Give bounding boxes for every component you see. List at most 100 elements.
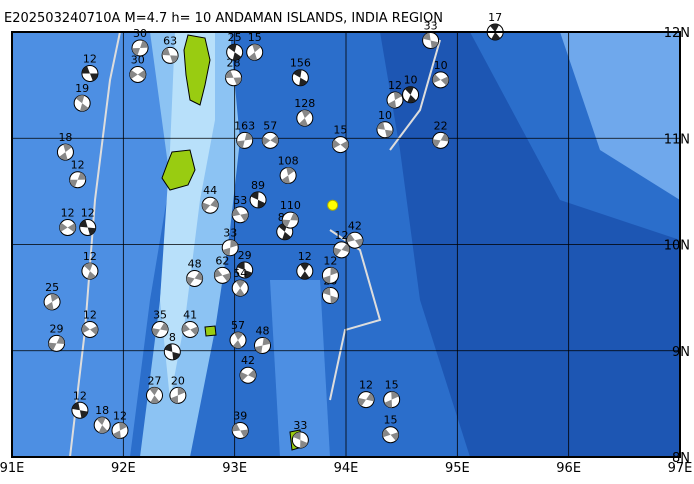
focal-mechanism bbox=[56, 143, 74, 161]
compression-quadrant bbox=[262, 135, 279, 146]
focal-mechanism bbox=[291, 69, 309, 87]
focal-mechanism bbox=[213, 266, 231, 284]
focal-mechanism bbox=[333, 241, 351, 259]
focal-mechanism bbox=[291, 431, 309, 449]
x-tick-label: 96E bbox=[556, 461, 581, 476]
x-tick-label: 95E bbox=[445, 461, 470, 476]
compression-quadrant bbox=[333, 243, 350, 257]
depth-label: 62 bbox=[215, 254, 229, 267]
focal-mechanism bbox=[181, 321, 199, 338]
depth-label: 12 bbox=[388, 79, 402, 92]
depth-label: 33 bbox=[223, 227, 237, 240]
compression-quadrant bbox=[432, 74, 449, 86]
depth-label: 12 bbox=[359, 379, 373, 392]
focal-mechanism bbox=[81, 64, 99, 82]
compression-quadrant bbox=[384, 391, 399, 408]
focal-mechanism bbox=[169, 386, 187, 404]
depth-label: 25 bbox=[45, 281, 59, 294]
compression-quadrant bbox=[235, 280, 245, 297]
compression-quadrant bbox=[186, 272, 203, 285]
compression-quadrant bbox=[382, 428, 399, 441]
focal-mechanism bbox=[239, 366, 257, 384]
depth-label: 12 bbox=[83, 52, 97, 65]
focal-mechanism bbox=[225, 69, 243, 87]
compression-quadrant bbox=[232, 423, 249, 438]
depth-label: 12 bbox=[73, 389, 87, 402]
focal-mechanism bbox=[81, 262, 99, 280]
focal-mechanism bbox=[231, 206, 249, 224]
focal-mechanism bbox=[186, 270, 204, 287]
compression-quadrant bbox=[164, 343, 181, 360]
depth-label: 110 bbox=[280, 199, 301, 212]
focal-mechanism bbox=[48, 334, 66, 352]
compression-quadrant bbox=[322, 267, 338, 284]
focal-mechanism bbox=[59, 219, 77, 236]
compression-quadrant bbox=[132, 40, 149, 56]
depth-label: 156 bbox=[290, 57, 311, 70]
compression-quadrant bbox=[72, 402, 88, 419]
depth-label: 27 bbox=[148, 374, 162, 387]
compression-quadrant bbox=[358, 392, 375, 407]
focal-mechanism bbox=[93, 416, 111, 434]
depth-label: 35 bbox=[153, 309, 167, 322]
focal-mechanism bbox=[346, 231, 364, 249]
compression-quadrant bbox=[322, 287, 339, 304]
focal-mechanism bbox=[296, 109, 314, 127]
compression-quadrant bbox=[96, 417, 108, 434]
compression-quadrant bbox=[202, 199, 219, 212]
focal-mechanism bbox=[221, 239, 239, 257]
depth-label: 163 bbox=[234, 119, 255, 132]
x-tick-label: 93E bbox=[222, 461, 247, 476]
compression-quadrant bbox=[59, 144, 72, 161]
depth-label: 15 bbox=[384, 414, 398, 427]
focal-mechanism bbox=[376, 121, 394, 139]
compression-quadrant bbox=[282, 212, 299, 228]
focal-mechanism bbox=[231, 421, 249, 439]
depth-label: 42 bbox=[348, 219, 362, 232]
focal-mechanism bbox=[81, 321, 99, 338]
compression-quadrant bbox=[45, 293, 59, 310]
compression-quadrant bbox=[214, 269, 231, 282]
focal-mechanism bbox=[254, 336, 271, 354]
focal-mechanism bbox=[236, 261, 254, 279]
x-tick-label: 92E bbox=[111, 461, 136, 476]
depth-label: 39 bbox=[233, 409, 247, 422]
focal-mechanism bbox=[432, 131, 450, 149]
compression-quadrant bbox=[182, 323, 199, 336]
depth-label: 12 bbox=[83, 250, 97, 263]
depth-label: 128 bbox=[294, 97, 315, 110]
focal-mechanism bbox=[146, 386, 164, 404]
focal-mechanism bbox=[296, 262, 314, 280]
depth-label: 20 bbox=[171, 374, 185, 387]
depth-label: 18 bbox=[58, 131, 72, 144]
focal-mechanism bbox=[229, 331, 247, 349]
depth-label: 12 bbox=[113, 409, 127, 422]
focal-mechanism bbox=[236, 131, 254, 149]
focal-mechanism bbox=[382, 426, 400, 444]
compression-quadrant bbox=[248, 44, 261, 61]
depth-label: 44 bbox=[203, 184, 217, 197]
compression-quadrant bbox=[149, 387, 160, 404]
compression-quadrant bbox=[293, 69, 308, 86]
compression-quadrant bbox=[346, 233, 363, 247]
compression-quadrant bbox=[48, 336, 65, 351]
y-tick-label: 11N bbox=[664, 132, 690, 147]
compression-quadrant bbox=[300, 263, 310, 280]
focal-mechanism bbox=[226, 43, 244, 61]
focal-mechanism bbox=[71, 401, 89, 419]
compression-quadrant bbox=[240, 369, 257, 381]
focal-mechanism bbox=[357, 391, 375, 409]
depth-label: 53 bbox=[233, 194, 247, 207]
focal-mechanism bbox=[321, 287, 339, 304]
depth-label: 19 bbox=[75, 82, 89, 95]
compression-quadrant bbox=[292, 431, 308, 448]
y-tick-label: 8N bbox=[672, 451, 690, 466]
y-tick-label: 9N bbox=[672, 345, 690, 360]
focal-mechanism bbox=[432, 71, 450, 89]
depth-label: 17 bbox=[488, 11, 502, 24]
depth-label: 10 bbox=[404, 74, 418, 87]
epicenter bbox=[327, 199, 339, 211]
depth-label: 22 bbox=[434, 119, 448, 132]
compression-quadrant bbox=[79, 219, 96, 236]
